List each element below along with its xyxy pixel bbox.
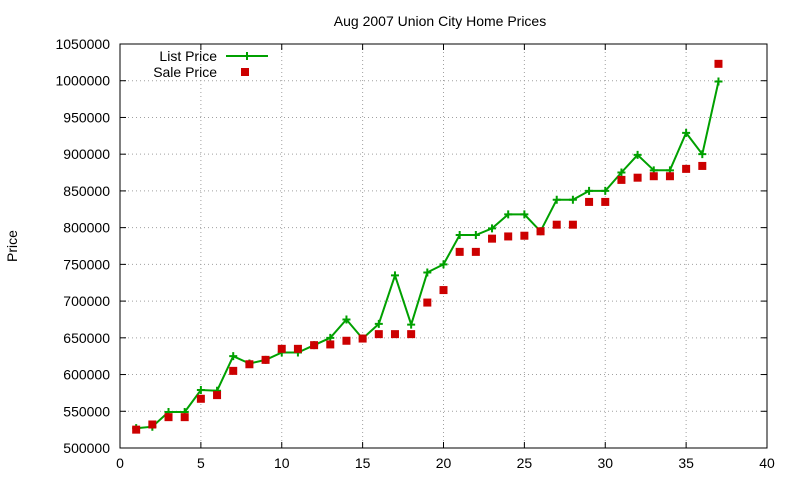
sale-price-point <box>293 344 302 353</box>
y-tick-labels: 500000 550000 600000 650000 700000 750000 8000… <box>55 36 110 456</box>
sale-price-point <box>342 336 351 345</box>
sale-price-point <box>536 227 545 236</box>
y-tick-label: 1000000 <box>55 73 110 89</box>
axes <box>119 43 768 449</box>
sale-price-point <box>148 420 157 429</box>
legend-label-sale-price: Sale Price <box>153 64 217 80</box>
list-price-line <box>136 81 720 430</box>
sale-price-point <box>698 161 707 170</box>
list-price-point <box>698 150 707 159</box>
sale-price-point <box>714 59 723 68</box>
y-tick-label: 750000 <box>63 256 110 272</box>
list-price-point <box>682 128 691 137</box>
x-tick-label: 30 <box>597 455 613 471</box>
sale-price-point <box>310 341 319 350</box>
y-tick-label: 900000 <box>63 146 110 162</box>
y-tick-label: 600000 <box>63 367 110 383</box>
y-tick-label: 650000 <box>63 330 110 346</box>
list-price-point <box>229 352 238 361</box>
sale-price-point <box>568 220 577 229</box>
y-tick-label: 800000 <box>63 220 110 236</box>
x-tick-label: 35 <box>678 455 694 471</box>
list-price-point <box>488 224 497 233</box>
list-price-point <box>439 260 448 269</box>
list-price-point <box>568 195 577 204</box>
series-list-price <box>132 77 723 433</box>
x-tick-label: 40 <box>759 455 775 471</box>
list-price-point <box>374 319 383 328</box>
sale-price-point <box>601 197 610 206</box>
legend-marker-list-price <box>243 52 251 60</box>
list-price-point <box>552 195 561 204</box>
sale-price-point <box>633 173 642 182</box>
sale-price-point <box>229 366 238 375</box>
list-price-point <box>585 186 594 195</box>
legend: List Price Sale Price <box>153 48 268 80</box>
list-price-point <box>342 315 351 324</box>
sale-price-point <box>617 175 626 184</box>
sale-price-point <box>520 231 529 240</box>
y-tick-label: 950000 <box>63 109 110 125</box>
x-tick-label: 10 <box>274 455 290 471</box>
sale-price-point <box>455 247 464 256</box>
y-tick-label: 850000 <box>63 183 110 199</box>
list-price-point <box>471 230 480 239</box>
sale-price-point <box>552 220 561 229</box>
sale-price-point <box>390 330 399 339</box>
series-sale-price <box>132 59 723 434</box>
chart-title: Aug 2007 Union City Home Prices <box>334 13 546 29</box>
list-price-point <box>455 230 464 239</box>
list-price-point <box>504 210 513 219</box>
x-tick-label: 5 <box>197 455 205 471</box>
list-price-point <box>196 385 205 394</box>
sale-price-point <box>649 172 658 181</box>
sale-price-point <box>132 425 141 434</box>
sale-price-point <box>374 330 383 339</box>
list-price-point <box>633 150 642 159</box>
list-price-point <box>407 320 416 329</box>
sale-price-point <box>277 344 286 353</box>
sale-price-point <box>326 340 335 349</box>
sale-price-point <box>407 330 416 339</box>
sale-price-point <box>471 247 480 256</box>
x-tick-label: 25 <box>517 455 533 471</box>
sale-price-point <box>439 286 448 295</box>
x-tick-label: 20 <box>436 455 452 471</box>
grid-lines <box>120 44 767 448</box>
list-price-point <box>714 77 723 86</box>
sale-price-point <box>213 391 222 400</box>
list-price-point <box>390 271 399 280</box>
list-price-point <box>520 210 529 219</box>
sale-price-point <box>164 413 173 422</box>
y-tick-label: 550000 <box>63 403 110 419</box>
sale-price-point <box>180 413 189 422</box>
sale-price-point <box>423 298 432 307</box>
sale-price-point <box>682 164 691 173</box>
list-price-point <box>617 168 626 177</box>
sale-price-point <box>261 355 270 364</box>
x-tick-labels: 0 5 10 15 20 25 30 35 40 <box>116 455 775 471</box>
sale-price-point <box>665 172 674 181</box>
x-tick-label: 15 <box>355 455 371 471</box>
sale-price-point <box>504 232 513 241</box>
plot-frame <box>119 43 768 449</box>
sale-price-point <box>245 360 254 369</box>
sale-price-point <box>585 197 594 206</box>
sale-price-point <box>358 334 367 343</box>
y-tick-label: 700000 <box>63 293 110 309</box>
list-price-point <box>601 186 610 195</box>
x-tick-label: 0 <box>116 455 124 471</box>
legend-marker-sale-price <box>241 68 249 76</box>
y-tick-label: 500000 <box>63 440 110 456</box>
legend-label-list-price: List Price <box>159 48 217 64</box>
y-tick-label: 1050000 <box>55 36 110 52</box>
list-price-point <box>423 268 432 277</box>
sale-price-point <box>488 234 497 243</box>
sale-price-point <box>196 394 205 403</box>
y-axis-label: Price <box>4 230 20 262</box>
